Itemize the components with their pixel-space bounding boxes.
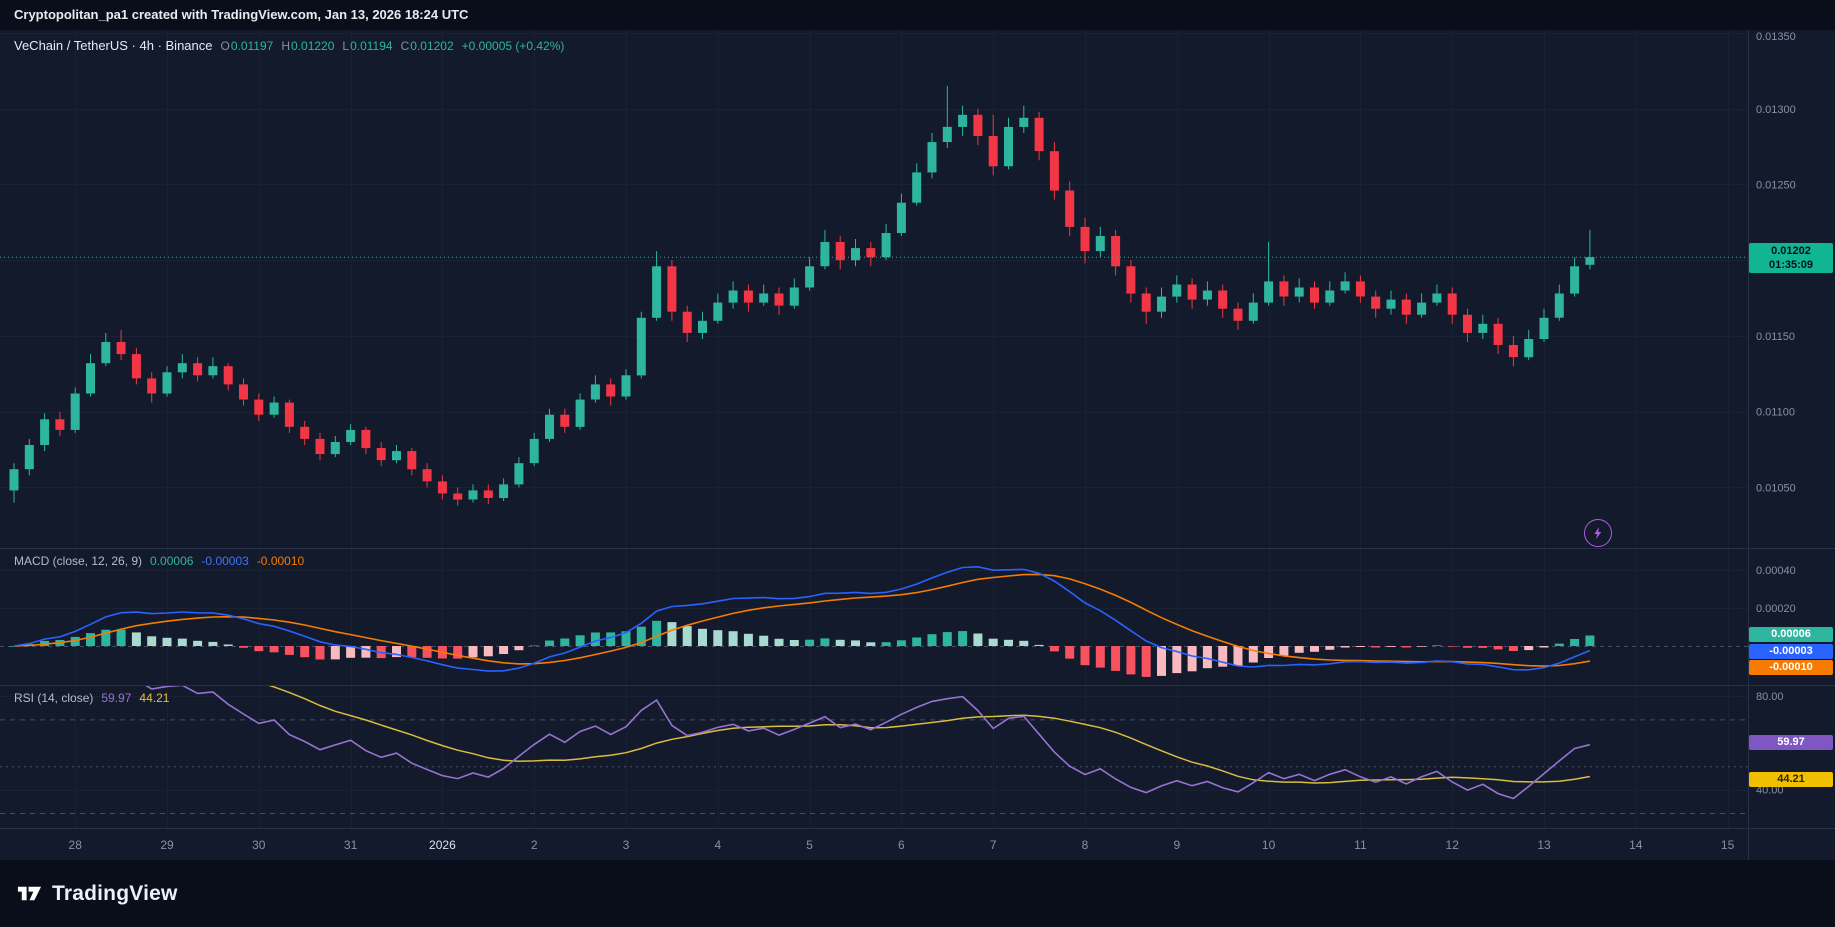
footer-bar: TradingView	[0, 860, 1835, 927]
pane-separators	[0, 30, 1835, 860]
time-tick-label: 31	[344, 838, 358, 852]
macd-signal-value: -0.00010	[256, 554, 305, 568]
time-tick-label: 15	[1721, 838, 1735, 852]
time-tick-label: 14	[1629, 838, 1643, 852]
rsi-title[interactable]: RSI (14, close)	[14, 691, 94, 705]
rsi-line	[143, 685, 1591, 800]
time-tick-label: 5	[806, 838, 813, 852]
price-tick-label: 0.01150	[1756, 331, 1795, 343]
grid	[0, 30, 1748, 828]
macd-line-value: -0.00003	[201, 554, 249, 568]
time-tick-label: 2	[531, 838, 538, 852]
change-value: +0.00005 (+0.42%)	[461, 39, 565, 53]
rsi-tick-label: 40.00	[1756, 785, 1784, 797]
price-tick-label: 0.01100	[1756, 407, 1795, 419]
last-price: 0.01202	[1771, 245, 1811, 257]
rsi-value: 59.97	[101, 691, 132, 705]
ohlc-low: L 0.01194	[342, 39, 393, 53]
time-tick-label: 3	[623, 838, 630, 852]
lightning-icon	[1594, 527, 1602, 539]
attribution-bar: Cryptopolitan_pa1 created with TradingVi…	[0, 0, 1835, 30]
rsi-legend[interactable]: RSI (14, close) 59.97 44.21	[14, 691, 169, 705]
macd-title[interactable]: MACD (close, 12, 26, 9)	[14, 554, 143, 568]
price-tick-label: 0.01250	[1756, 180, 1796, 192]
bar-countdown: 01:35:09	[1768, 259, 1814, 271]
macd-line-badge: -0.00003	[1749, 644, 1833, 659]
ohlc-close: C 0.01202	[400, 39, 454, 53]
chart-area: 0.013500.013000.012500.012000.011500.011…	[0, 30, 1835, 860]
tradingview-logo-text: TradingView	[52, 881, 178, 905]
attribution-text: Cryptopolitan_pa1 created with TradingVi…	[14, 7, 469, 22]
rsi-ma-badge: 44.21	[1749, 772, 1833, 787]
last-price-badge: 0.01202 01:35:09	[1749, 243, 1833, 273]
time-tick-label: 2026	[429, 838, 456, 852]
price-tick-label: 0.01350	[1756, 31, 1796, 43]
macd-signal-badge: -0.00010	[1749, 660, 1833, 675]
time-tick-label: 9	[1173, 838, 1180, 852]
time-tick-label: 12	[1446, 838, 1460, 852]
rsi-pane-series	[0, 685, 1748, 814]
boost-button[interactable]	[1584, 519, 1612, 547]
macd-legend[interactable]: MACD (close, 12, 26, 9) 0.00006 -0.00003…	[14, 554, 304, 568]
time-tick-label: 10	[1262, 838, 1276, 852]
time-tick-label: 13	[1537, 838, 1551, 852]
rsi-tick-label: 80.00	[1756, 691, 1784, 703]
time-tick-label: 30	[252, 838, 266, 852]
time-tick-label: 28	[69, 838, 83, 852]
macd-pane-series	[0, 565, 1748, 677]
tradingview-logo-icon	[17, 886, 42, 901]
macd-line	[13, 565, 1591, 672]
time-tick-label: 29	[160, 838, 174, 852]
tradingview-logo[interactable]: TradingView	[16, 880, 178, 907]
macd-signal-line	[13, 573, 1591, 667]
time-tick-label: 11	[1354, 838, 1367, 852]
price-tick-label: 0.01050	[1756, 482, 1796, 494]
symbol-legend[interactable]: VeChain / TetherUS · 4h · Binance O 0.011…	[14, 38, 564, 53]
rsi-ma-line	[264, 685, 1591, 784]
ohlc-high: H 0.01220	[281, 39, 335, 53]
price-tick-label: 0.01300	[1756, 104, 1796, 116]
rsi-value-badge: 59.97	[1749, 735, 1833, 750]
ohlc-open: O 0.01197	[220, 39, 274, 53]
macd-tick-label: 0.00020	[1756, 603, 1796, 615]
time-tick-label: 4	[714, 838, 721, 852]
chart-canvas[interactable]: 0.013500.013000.012500.012000.011500.011…	[0, 30, 1835, 860]
rsi-ma-value: 44.21	[139, 691, 170, 705]
time-tick-label: 8	[1082, 838, 1089, 852]
time-tick-label: 6	[898, 838, 905, 852]
symbol-title[interactable]: VeChain / TetherUS · 4h · Binance	[14, 38, 213, 53]
candlestick-series	[9, 86, 1595, 506]
macd-hist-badge: 0.00006	[1749, 627, 1833, 642]
macd-hist-value: 0.00006	[150, 554, 194, 568]
time-tick-label: 7	[990, 838, 997, 852]
macd-tick-label: 0.00040	[1756, 565, 1796, 577]
